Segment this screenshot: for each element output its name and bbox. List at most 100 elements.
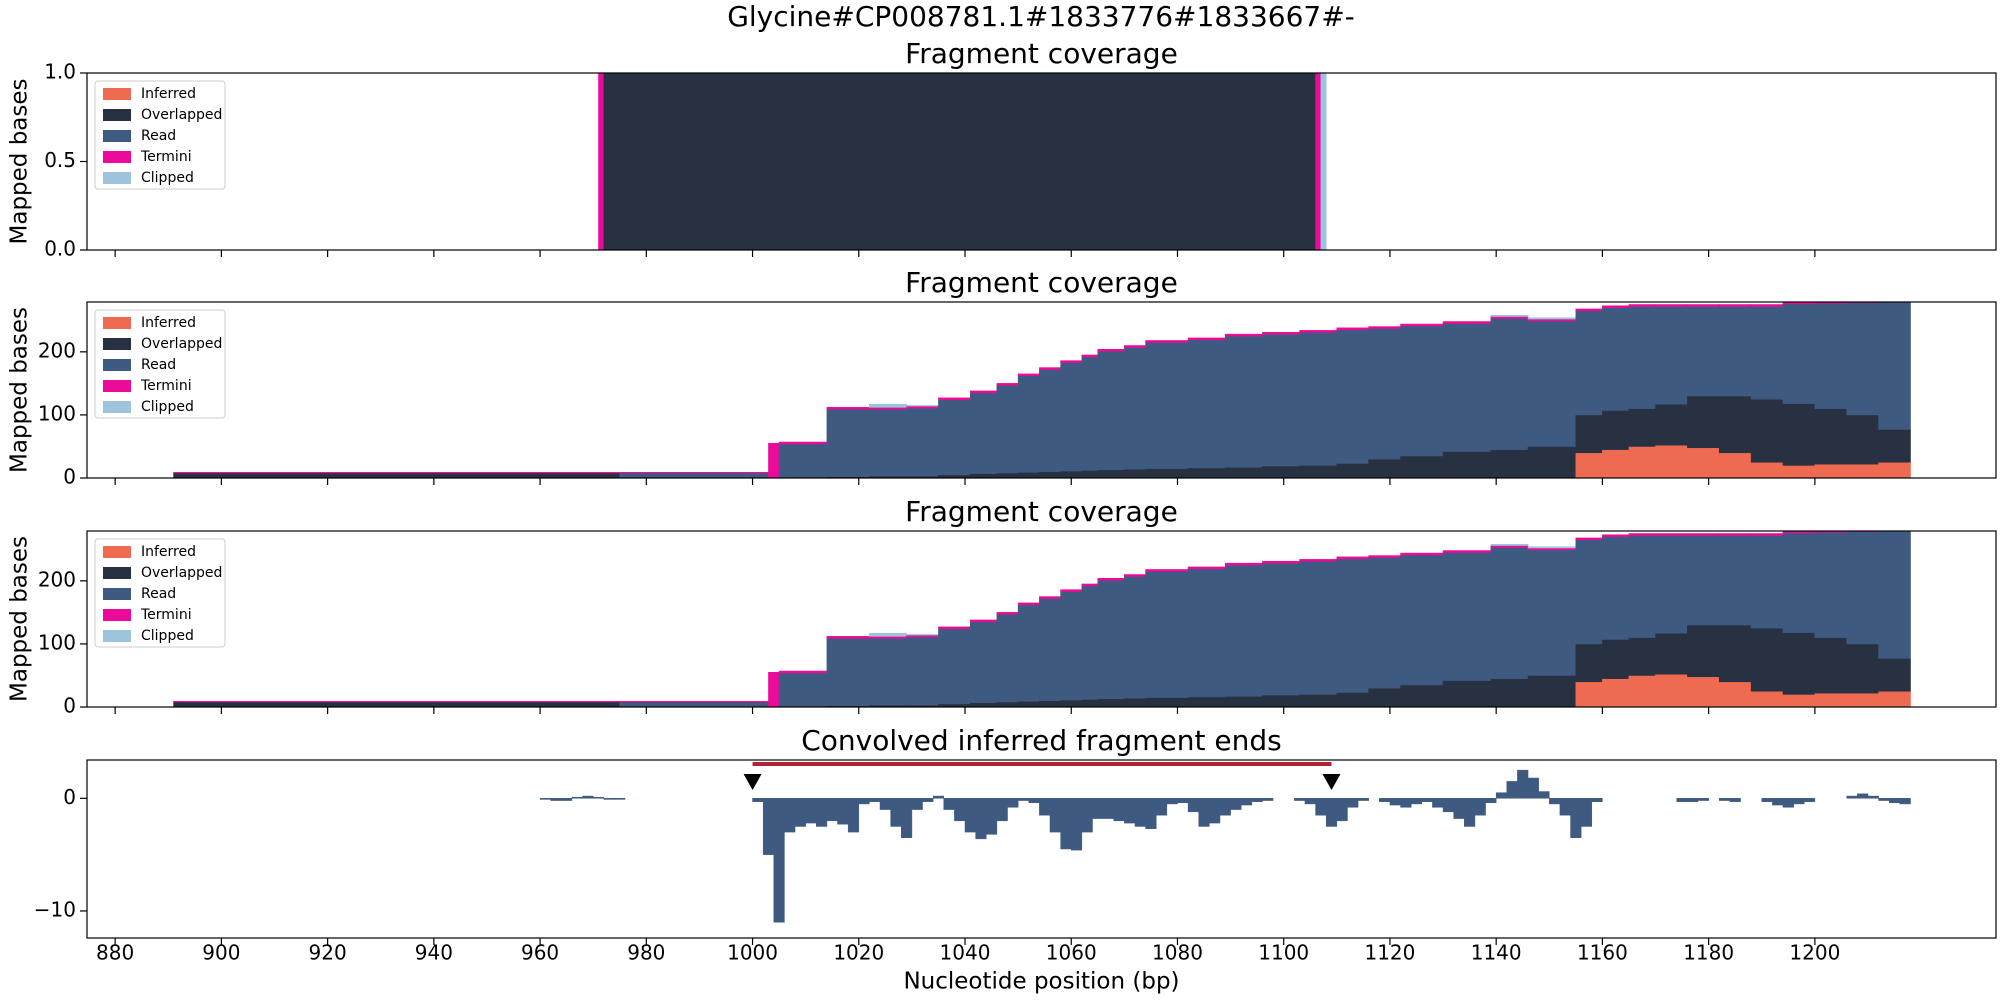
bar bbox=[582, 795, 594, 799]
bar-segment bbox=[1846, 302, 1879, 416]
end-marker bbox=[1322, 774, 1341, 790]
bar-segment bbox=[1602, 536, 1630, 640]
bar-segment bbox=[1442, 550, 1492, 553]
bar bbox=[1113, 798, 1125, 822]
y-tick-label: 200 bbox=[38, 567, 76, 591]
bar-segment bbox=[1575, 308, 1603, 312]
bar-segment bbox=[869, 408, 907, 477]
bar bbox=[1155, 798, 1168, 816]
bar bbox=[1676, 798, 1688, 802]
bar-segment bbox=[1145, 569, 1189, 572]
bar-segment bbox=[1687, 676, 1720, 708]
bar bbox=[1028, 798, 1040, 804]
bar-segment bbox=[1060, 470, 1083, 479]
bar-segment bbox=[1655, 444, 1688, 479]
x-tick-label: 1140 bbox=[1471, 941, 1522, 965]
bar bbox=[869, 798, 881, 802]
legend-swatch bbox=[103, 567, 131, 579]
bar-segment bbox=[1224, 333, 1263, 337]
bar-segment bbox=[1320, 72, 1327, 251]
bar-segment bbox=[1628, 446, 1656, 479]
bar-segment bbox=[1602, 305, 1630, 308]
bar bbox=[847, 798, 860, 833]
bar-segment bbox=[1336, 463, 1369, 479]
bar-segment bbox=[1262, 333, 1300, 467]
bar bbox=[954, 798, 966, 822]
legend-label: Termini bbox=[140, 149, 192, 165]
bar-segment bbox=[1017, 701, 1040, 708]
bar bbox=[1527, 777, 1539, 799]
bar-segment bbox=[1490, 318, 1529, 450]
bar-segment bbox=[1336, 558, 1369, 693]
bar-segment bbox=[173, 701, 621, 708]
bar-segment bbox=[1224, 564, 1263, 697]
bar bbox=[975, 798, 987, 840]
bar-segment bbox=[1097, 349, 1125, 352]
bar bbox=[1039, 798, 1051, 816]
bar-segment bbox=[1315, 72, 1322, 251]
bar-segment bbox=[1187, 568, 1226, 698]
bar bbox=[1060, 798, 1072, 850]
bar bbox=[1145, 798, 1157, 829]
bar-segment bbox=[1400, 684, 1444, 708]
legend-label: Overlapped bbox=[141, 107, 222, 123]
legend-label: Overlapped bbox=[141, 336, 222, 352]
bar-segment bbox=[1782, 531, 1816, 534]
bar-segment bbox=[1602, 534, 1630, 537]
legend-swatch bbox=[103, 172, 131, 184]
bar-segment bbox=[1442, 323, 1492, 452]
y-tick-label: 100 bbox=[38, 630, 76, 654]
legend-swatch bbox=[103, 130, 131, 142]
bar bbox=[1177, 798, 1189, 804]
bar bbox=[1187, 798, 1199, 813]
bar bbox=[1379, 798, 1391, 802]
bar-segment bbox=[1490, 547, 1529, 679]
bar-segment bbox=[970, 619, 998, 623]
bar-segment bbox=[1262, 562, 1300, 696]
bar-segment bbox=[1039, 471, 1061, 479]
bar bbox=[1049, 798, 1061, 833]
bar-segment bbox=[1750, 533, 1784, 536]
x-tick-label: 1160 bbox=[1577, 941, 1628, 965]
bar-segment bbox=[1039, 598, 1061, 701]
bar bbox=[986, 798, 998, 835]
bar-segment bbox=[1368, 328, 1401, 460]
bar-segment bbox=[1814, 692, 1848, 708]
legend-label: Clipped bbox=[141, 399, 194, 415]
bar bbox=[943, 798, 955, 810]
bar bbox=[1251, 798, 1263, 802]
bar-segment bbox=[1602, 410, 1630, 450]
bar bbox=[1549, 798, 1561, 805]
bar-segment bbox=[598, 72, 605, 251]
bar-segment bbox=[1368, 555, 1401, 558]
bar-segment bbox=[1299, 331, 1338, 466]
bar-segment bbox=[1846, 692, 1879, 708]
bar-segment bbox=[1224, 695, 1263, 708]
bar bbox=[1134, 798, 1146, 827]
y-axis-label: Mapped bases bbox=[7, 78, 33, 244]
bar-segment bbox=[778, 672, 828, 707]
legend-label: Read bbox=[141, 357, 176, 373]
bar bbox=[1697, 798, 1709, 801]
bar bbox=[614, 798, 626, 800]
bar bbox=[1772, 798, 1784, 806]
bar-segment bbox=[1846, 463, 1879, 479]
x-tick-label: 1040 bbox=[940, 941, 991, 965]
axes-frame bbox=[86, 301, 1997, 479]
bar bbox=[1464, 798, 1476, 827]
bar-segment bbox=[1814, 408, 1848, 465]
bar-segment bbox=[1782, 303, 1816, 404]
bar bbox=[1899, 798, 1911, 805]
legend-swatch bbox=[103, 359, 131, 371]
bar-segment bbox=[1124, 574, 1146, 577]
bar-segment bbox=[970, 702, 998, 708]
bar bbox=[561, 798, 573, 801]
end-marker bbox=[743, 774, 762, 790]
bar-segment bbox=[996, 701, 1019, 708]
bar bbox=[571, 796, 583, 799]
x-tick-label: 1080 bbox=[1152, 941, 1203, 965]
bar-segment bbox=[1655, 306, 1688, 405]
bar-segment bbox=[1628, 535, 1656, 638]
bar bbox=[1347, 798, 1359, 808]
bar bbox=[1442, 798, 1454, 813]
